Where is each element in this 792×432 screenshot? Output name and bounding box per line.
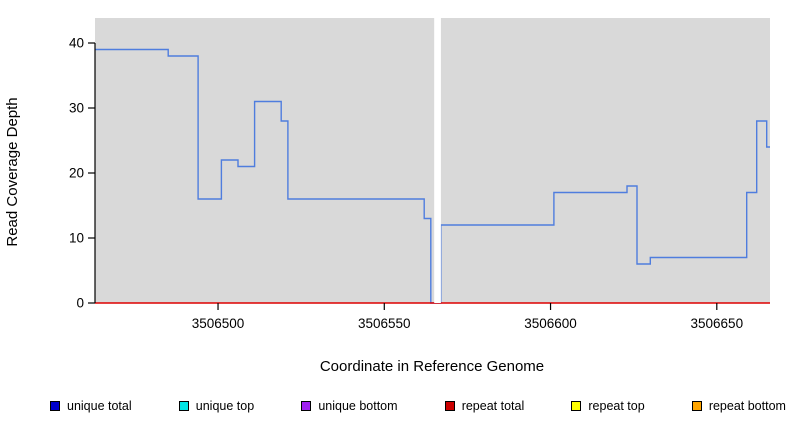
legend-swatch-unique-top — [178, 401, 189, 411]
legend-label: repeat top — [588, 399, 645, 413]
x-tick-label: 3506600 — [524, 316, 577, 331]
x-tick-label: 3506650 — [691, 316, 744, 331]
x-tick-label: 3506550 — [358, 316, 411, 331]
y-tick-label: 10 — [69, 231, 84, 246]
legend-item-repeat-total: repeat total — [444, 399, 525, 413]
legend-item-unique-top: unique top — [178, 399, 255, 413]
legend-label: unique top — [195, 399, 255, 413]
legend-label: repeat total — [461, 399, 525, 413]
y-axis-title: Read Coverage Depth — [4, 97, 21, 246]
legend-item-repeat-top: repeat top — [571, 399, 645, 413]
x-tick-label: 3506500 — [192, 316, 245, 331]
chart-legend: unique total unique top unique bottom repea… — [0, 399, 792, 413]
legend-swatch-repeat-total — [444, 401, 455, 411]
legend-swatch-repeat-bottom — [691, 401, 702, 411]
legend-swatch-unique-bottom — [301, 401, 312, 411]
legend-label: repeat bottom — [708, 399, 786, 413]
y-tick-label: 30 — [69, 101, 84, 116]
y-tick-label: 20 — [69, 166, 84, 181]
coverage-chart: 0 10 20 30 40 3506500 3506550 3506600 3506650 Co… — [4, 18, 770, 375]
legend-item-repeat-bottom: repeat bottom — [691, 399, 786, 413]
legend-label: unique bottom — [318, 399, 398, 413]
y-tick-label: 0 — [76, 296, 84, 311]
plot-panel — [95, 18, 770, 303]
series-unique-total-coverage — [95, 48, 770, 304]
y-tick-label: 40 — [69, 36, 84, 51]
legend-swatch-repeat-top — [571, 401, 582, 411]
no-data-gap-band — [434, 18, 441, 303]
legend-label: unique total — [67, 399, 132, 413]
chart-layers: 0 10 20 30 40 3506500 3506550 3506600 3506650 — [69, 18, 770, 331]
legend-item-unique-total: unique total — [50, 399, 132, 413]
legend-item-unique-bottom: unique bottom — [301, 399, 398, 413]
x-axis-title: Coordinate in Reference Genome — [320, 358, 544, 375]
legend-swatch-unique-total — [50, 401, 60, 411]
